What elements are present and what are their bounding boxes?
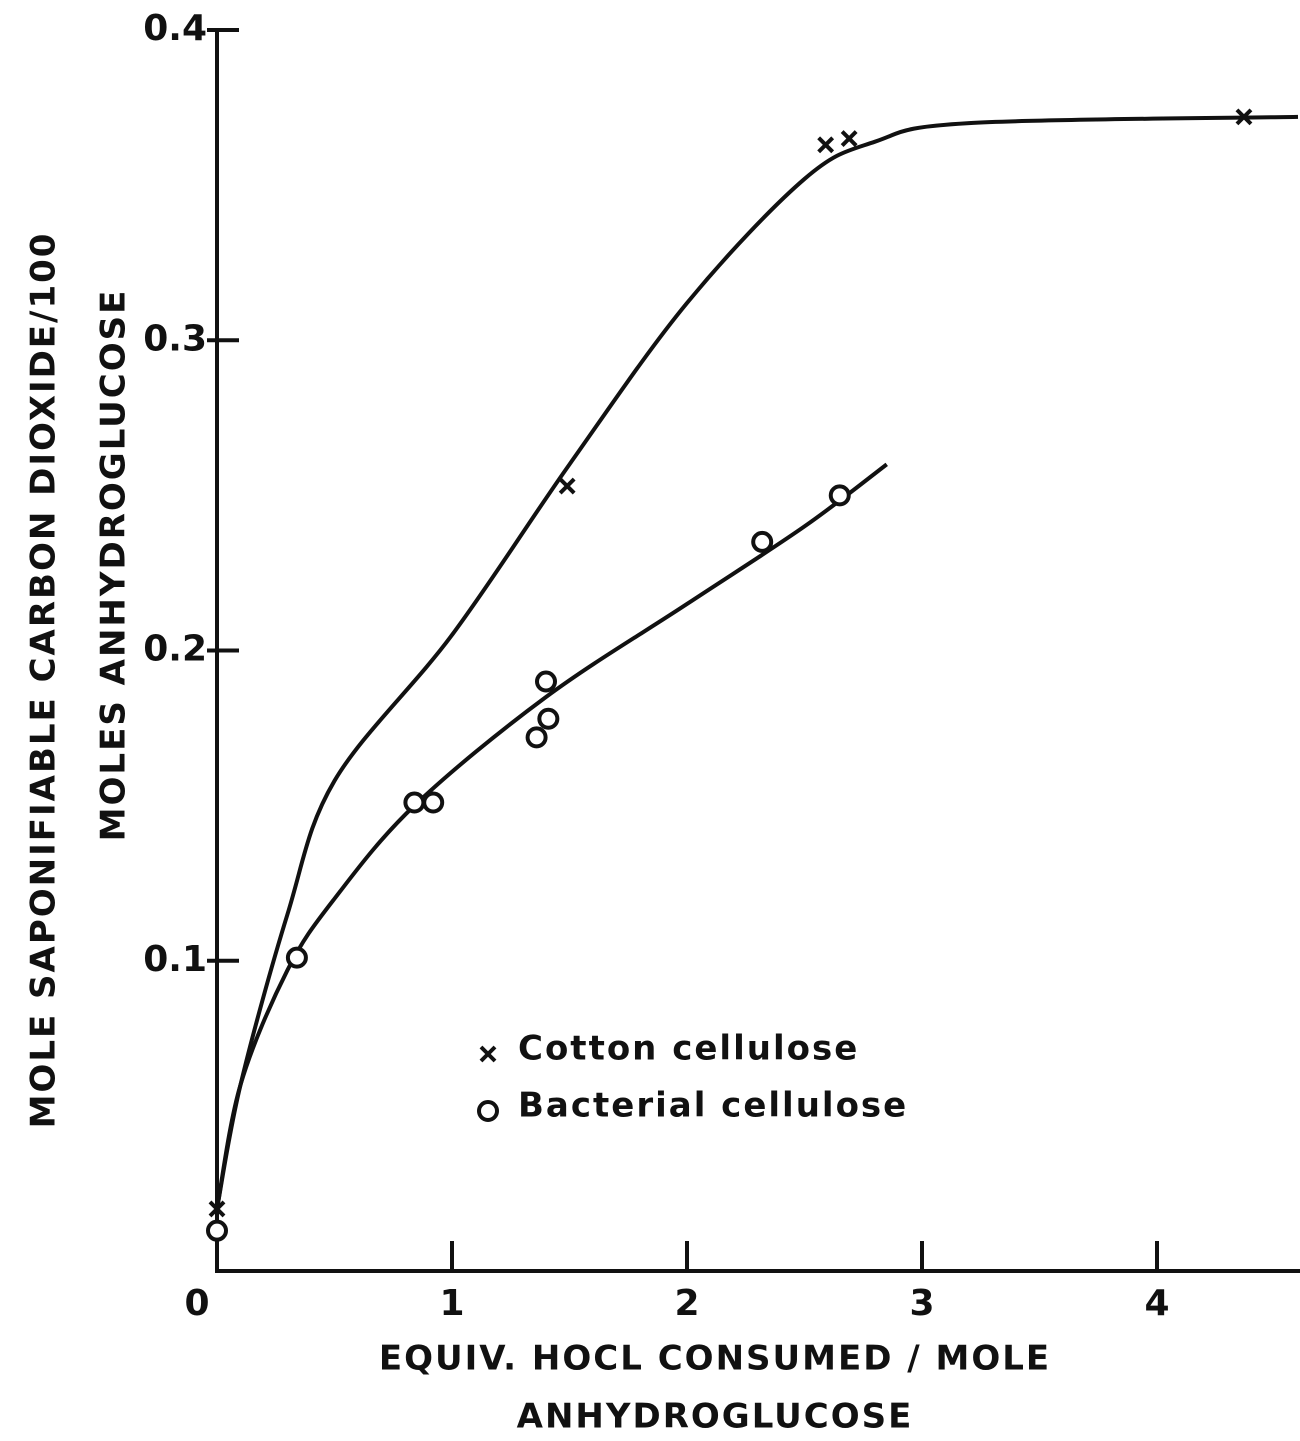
o-marker bbox=[477, 1100, 499, 1122]
x-stroke bbox=[817, 136, 835, 154]
x-stroke bbox=[208, 1200, 226, 1218]
o-marker bbox=[537, 707, 560, 730]
x-tick-label: 3 bbox=[909, 1283, 934, 1324]
legend-label: Cotton cellulose bbox=[518, 1029, 859, 1069]
x-stroke bbox=[479, 1045, 497, 1063]
x-stroke bbox=[558, 477, 576, 495]
o-marker bbox=[422, 791, 445, 814]
x-stroke bbox=[1235, 108, 1253, 126]
o-marker bbox=[535, 670, 557, 693]
o-marker bbox=[525, 726, 548, 749]
y-tick-label: 0.2 bbox=[143, 629, 207, 670]
o-marker bbox=[403, 791, 426, 814]
x-axis-title: EQUIV. HOCL CONSUMED / MOLE bbox=[379, 1339, 1051, 1379]
x-tick-label: 0 bbox=[184, 1283, 209, 1324]
x-marker bbox=[558, 477, 576, 495]
legend-label: Bacterial cellulose bbox=[518, 1086, 908, 1126]
x-marker bbox=[1235, 108, 1253, 126]
y-tick-label: 0.3 bbox=[143, 318, 207, 359]
y-tick-label: 0.1 bbox=[143, 939, 207, 980]
x-marker bbox=[208, 1200, 226, 1218]
x-marker bbox=[840, 130, 858, 148]
x-marker bbox=[817, 136, 835, 154]
x-marker bbox=[479, 1045, 497, 1063]
x-stroke bbox=[840, 130, 858, 148]
fit-curve bbox=[215, 114, 1299, 1210]
y-axis-title: MOLE SAPONIFIABLE CARBON DIOXIDE/100 bbox=[24, 232, 64, 1129]
o-marker bbox=[206, 1219, 228, 1242]
y-tick-label: 0.4 bbox=[143, 8, 207, 49]
x-axis-title: ANHYDROGLUCOSE bbox=[517, 1397, 914, 1437]
x-tick-label: 2 bbox=[674, 1283, 699, 1324]
x-tick-label: 4 bbox=[1144, 1283, 1169, 1324]
o-marker bbox=[828, 484, 851, 507]
x-tick-label: 1 bbox=[439, 1283, 464, 1324]
y-axis-title: MOLES ANHYDROGLUCOSE bbox=[94, 289, 134, 842]
o-marker bbox=[285, 946, 308, 969]
o-marker bbox=[751, 530, 774, 553]
